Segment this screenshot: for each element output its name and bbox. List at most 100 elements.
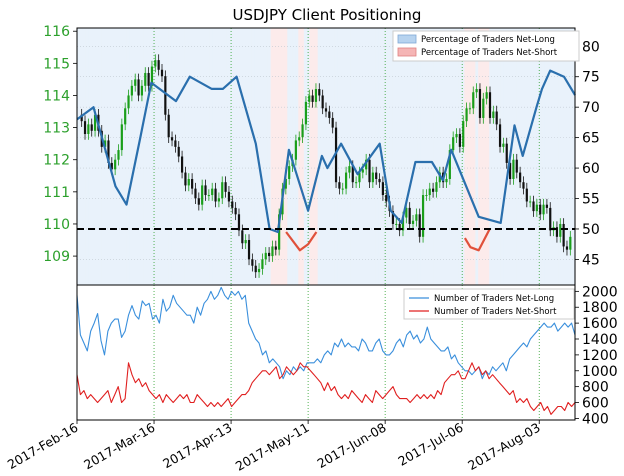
candle-body (539, 204, 542, 215)
candle-body (87, 124, 90, 135)
sentiment-band (312, 28, 316, 285)
candle-body (508, 162, 512, 179)
candle-body (351, 166, 354, 183)
sentiment-band (442, 28, 446, 285)
sentiment-band (530, 28, 535, 285)
candle-body (187, 178, 190, 186)
sentiment-band (160, 28, 164, 285)
sentiment-band (99, 28, 103, 285)
candle-body (120, 124, 123, 151)
sentiment-band (267, 28, 272, 285)
legend-label-net-long: Percentage of Traders Net-Long (421, 35, 555, 45)
sentiment-band (306, 28, 310, 285)
sentiment-band (486, 28, 490, 285)
sentiment-band (469, 28, 474, 285)
sentiment-band (220, 28, 225, 285)
candle-body (130, 85, 133, 96)
sentiment-band (522, 28, 526, 285)
sentiment-band (348, 28, 352, 285)
candle-body (150, 66, 154, 86)
sentiment-band (298, 28, 302, 285)
candle-body (184, 172, 187, 186)
sentiment-band (231, 28, 236, 285)
sentiment-band (397, 28, 402, 285)
candle-body (214, 188, 217, 202)
candle-body (358, 172, 361, 183)
candle-body (565, 246, 569, 250)
candle-body (104, 140, 107, 147)
candle-body (361, 169, 364, 173)
percentage-tick-label: 75 (582, 70, 600, 86)
candle-body (234, 207, 237, 215)
sentiment-band (248, 28, 252, 285)
net-long-percentage-line (76, 69, 576, 234)
sentiment-band (494, 28, 499, 285)
candle-body (154, 60, 157, 67)
candle-body (147, 72, 150, 86)
sentiment-band (126, 28, 131, 285)
sentiment-band (409, 28, 413, 285)
sentiment-band (527, 28, 532, 285)
sentiment-band (420, 28, 424, 285)
candle-body (385, 195, 388, 202)
sentiment-band (350, 28, 355, 285)
sentiment-band (456, 28, 460, 285)
candle-body (411, 220, 415, 224)
candle-body (217, 198, 220, 202)
candle-body (221, 182, 224, 199)
sentiment-band (370, 28, 374, 285)
sentiment-band (77, 28, 81, 285)
sentiment-band (386, 28, 391, 285)
percentage-tick-label: 50 (582, 222, 600, 238)
sentiment-band (240, 28, 244, 285)
candle-body (321, 95, 324, 109)
percentage-tick-label: 45 (582, 252, 600, 268)
sentiment-band (262, 28, 266, 285)
net-short-count-line (76, 362, 576, 415)
candle-body (415, 214, 418, 221)
price-tick-label: 115 (43, 56, 70, 72)
candle-body (458, 134, 461, 147)
sentiment-band (96, 28, 100, 285)
sentiment-band (461, 28, 465, 285)
sentiment-band (79, 28, 84, 285)
sentiment-band (406, 28, 410, 285)
candle-body (365, 159, 368, 170)
sentiment-band (525, 28, 529, 285)
candle-body (127, 95, 130, 109)
candle-body (137, 79, 140, 96)
sentiment-band (558, 28, 562, 285)
net-long-count-line (76, 286, 576, 380)
sentiment-band (478, 28, 482, 285)
candle-body (348, 166, 351, 173)
sentiment-band (436, 28, 441, 285)
candle-body (338, 182, 341, 189)
candle-body (355, 182, 358, 184)
sentiment-band (270, 28, 275, 285)
sentiment-band (337, 28, 341, 285)
candle-body (341, 188, 344, 190)
candle-body (519, 172, 522, 183)
candle-body (207, 195, 210, 197)
sentiment-band (209, 28, 214, 285)
sentiment-band (361, 28, 366, 285)
candle-body (368, 159, 371, 183)
sentiment-band (182, 28, 186, 285)
sentiment-band (148, 28, 153, 285)
candle-body (482, 98, 485, 118)
candle-body (180, 156, 184, 173)
candle-body (418, 214, 421, 237)
sentiment-band (475, 28, 479, 285)
sentiment-band (483, 28, 488, 285)
count-tick-label: 1200 (582, 348, 618, 364)
sentiment-band (146, 28, 150, 285)
candle-body (278, 214, 281, 250)
top-legend-box (392, 30, 580, 62)
candle-body (144, 72, 147, 86)
percentage-lines (76, 69, 576, 252)
bottom-panel-frame (76, 284, 576, 421)
candle-body (468, 108, 472, 110)
candle-body (244, 240, 247, 244)
sentiment-band (550, 28, 554, 285)
candle-body (331, 117, 334, 128)
